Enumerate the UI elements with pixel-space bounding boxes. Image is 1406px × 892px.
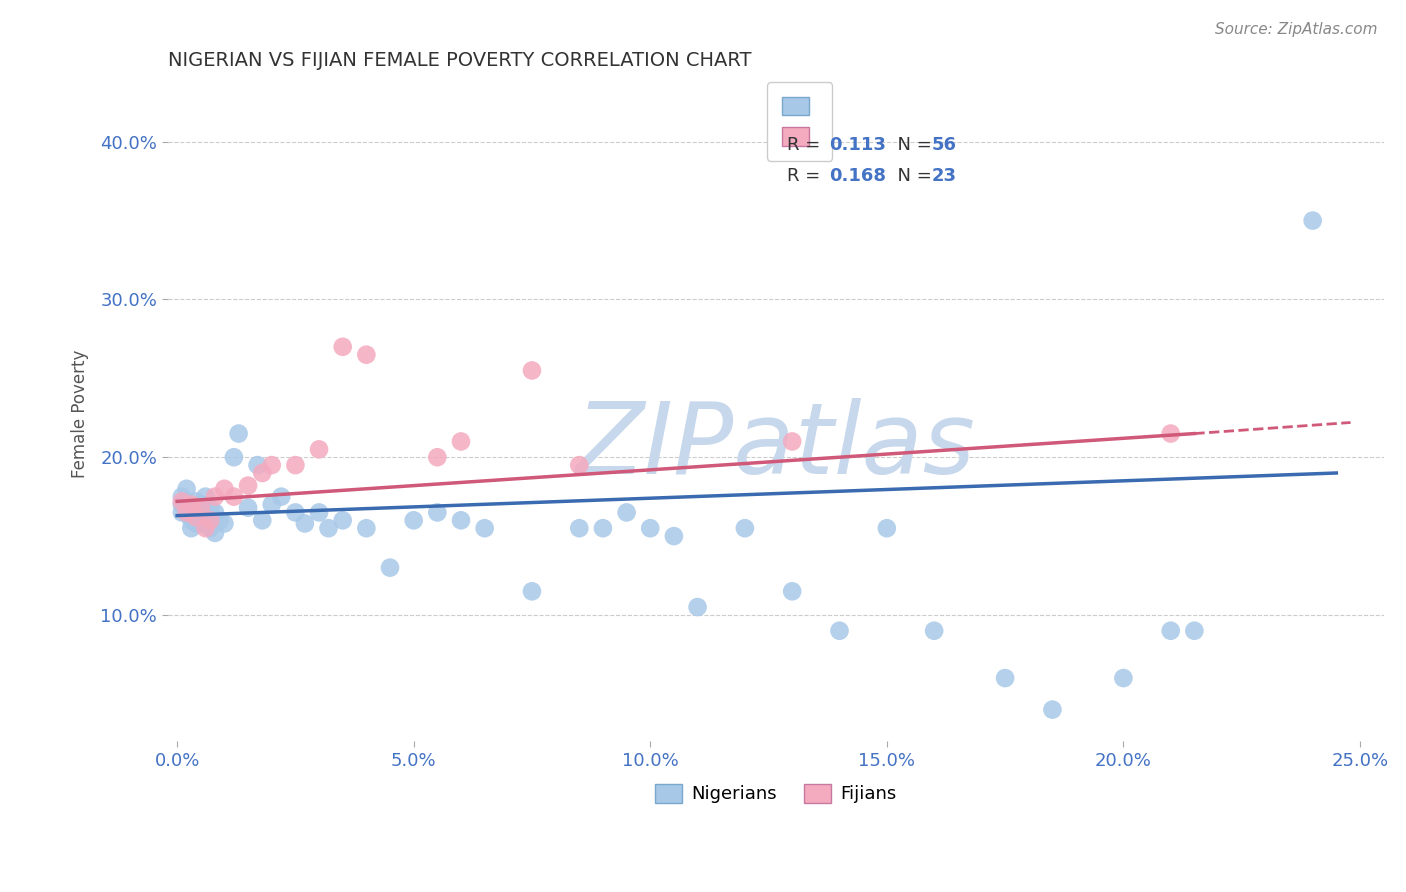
Point [170,490,193,504]
Text: R =: R = [787,136,827,154]
Point [194,521,217,535]
Point [828,624,851,638]
Point [1160,624,1182,638]
Point [922,624,945,638]
Point [204,505,226,519]
Text: 56: 56 [932,136,957,154]
Point [204,490,226,504]
Point [246,458,269,472]
Point [426,505,449,519]
Legend: Nigerians, Fijians: Nigerians, Fijians [648,777,904,811]
Point [1302,213,1324,227]
Point [170,505,193,519]
Point [294,516,316,531]
Point [228,426,250,441]
Point [176,505,198,519]
Point [568,458,591,472]
Point [402,513,425,527]
Point [780,584,803,599]
Point [200,500,222,515]
Point [568,521,591,535]
Text: 23: 23 [932,167,957,185]
Text: R =: R = [787,167,827,185]
Point [318,521,340,535]
Point [356,521,378,535]
Text: Source: ZipAtlas.com: Source: ZipAtlas.com [1215,22,1378,37]
Point [284,505,307,519]
Point [450,434,472,449]
Y-axis label: Female Poverty: Female Poverty [72,350,89,478]
Point [332,340,354,354]
Point [426,450,449,465]
Point [236,500,259,515]
Point [1112,671,1135,685]
Point [686,600,709,615]
Point [994,671,1017,685]
Point [194,490,217,504]
Point [170,494,193,508]
Point [638,521,661,535]
Point [616,505,638,519]
Point [876,521,898,535]
Point [200,513,222,527]
Point [356,348,378,362]
Point [332,513,354,527]
Point [520,584,543,599]
Point [1160,426,1182,441]
Text: NIGERIAN VS FIJIAN FEMALE POVERTY CORRELATION CHART: NIGERIAN VS FIJIAN FEMALE POVERTY CORREL… [167,51,751,70]
Point [1042,703,1064,717]
Point [180,498,202,512]
Point [1182,624,1205,638]
Point [734,521,756,535]
Point [260,498,283,512]
Point [204,525,226,540]
Point [184,494,207,508]
Point [260,458,283,472]
Text: 0.113: 0.113 [830,136,886,154]
Point [180,521,202,535]
Point [180,513,202,527]
Point [170,498,193,512]
Point [284,458,307,472]
Point [176,482,198,496]
Text: N =: N = [886,167,938,185]
Point [190,516,212,531]
Point [214,482,236,496]
Point [662,529,685,543]
Text: ZIPatlas: ZIPatlas [575,398,976,495]
Point [190,498,212,512]
Point [270,490,292,504]
Point [180,505,202,519]
Point [780,434,803,449]
Point [184,516,207,531]
Point [222,450,245,465]
Point [200,521,222,535]
Point [474,521,496,535]
Point [176,505,198,519]
Point [520,363,543,377]
Point [252,513,274,527]
Text: N =: N = [886,136,938,154]
Point [194,510,217,524]
Point [214,516,236,531]
Point [222,490,245,504]
Point [308,442,330,457]
Point [190,500,212,515]
Point [308,505,330,519]
Point [450,513,472,527]
Point [252,466,274,480]
Point [592,521,614,535]
Text: 0.168: 0.168 [830,167,886,185]
Point [378,560,401,574]
Point [184,510,207,524]
Point [236,478,259,492]
Point [208,513,231,527]
